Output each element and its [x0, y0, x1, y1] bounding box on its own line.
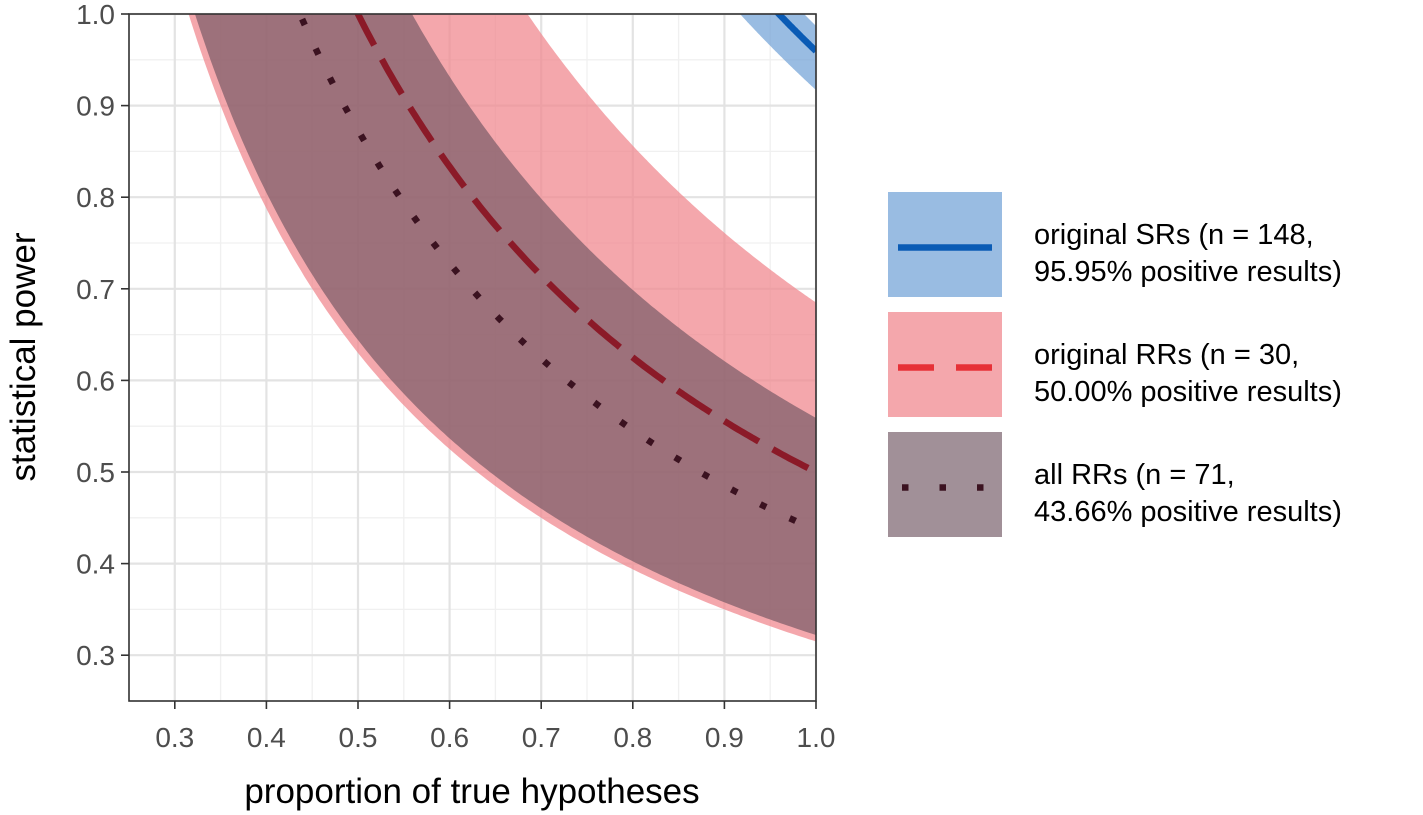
band-rr_all	[194, 14, 816, 635]
legend-label-sr: 95.95% positive results)	[1034, 256, 1342, 288]
y-tick-label: 0.4	[76, 549, 115, 580]
x-tick-label: 0.6	[430, 722, 469, 753]
y-tick-label: 1.0	[76, 0, 115, 30]
x-tick-label: 0.3	[155, 722, 194, 753]
y-tick-label: 0.3	[76, 640, 115, 671]
x-tick-label: 0.5	[339, 722, 378, 753]
legend: original SRs (n = 148, 95.95% positive re…	[888, 192, 1342, 537]
y-tick-label: 0.8	[76, 182, 115, 213]
y-tick-label: 0.5	[76, 457, 115, 488]
legend-label-rr_orig: original RRs (n = 30,	[1034, 339, 1299, 371]
legend-label-rr_orig: 50.00% positive results)	[1034, 376, 1342, 408]
y-axis-title: statistical power	[4, 232, 43, 481]
line-rr_orig	[354, 14, 816, 475]
legend-label-sr: original SRs (n = 148,	[1034, 219, 1314, 251]
x-tick-label: 0.7	[522, 722, 561, 753]
legend-label-rr_all: all RRs (n = 71,	[1034, 459, 1235, 491]
y-tick-label: 0.9	[76, 91, 115, 122]
x-axis-ticks: 0.3 0.4 0.5 0.6 0.7 0.8 0.9 1.0	[155, 701, 835, 753]
x-tick-label: 0.4	[247, 722, 286, 753]
x-tick-label: 0.9	[705, 722, 744, 753]
x-tick-label: 1.0	[797, 722, 836, 753]
y-tick-label: 0.7	[76, 274, 115, 305]
panel-border	[128, 13, 817, 702]
legend-label-rr_all: 43.66% positive results)	[1034, 496, 1342, 528]
line-rr_all	[296, 14, 816, 534]
x-tick-label: 0.8	[613, 722, 652, 753]
y-tick-label: 0.6	[76, 365, 115, 396]
x-axis-title: proportion of true hypotheses	[244, 772, 699, 811]
line-sr	[774, 14, 816, 54]
series-lines	[296, 14, 816, 534]
y-axis-ticks: 0.3 0.4 0.5 0.6 0.7 0.8 0.9 1.0	[76, 0, 129, 671]
